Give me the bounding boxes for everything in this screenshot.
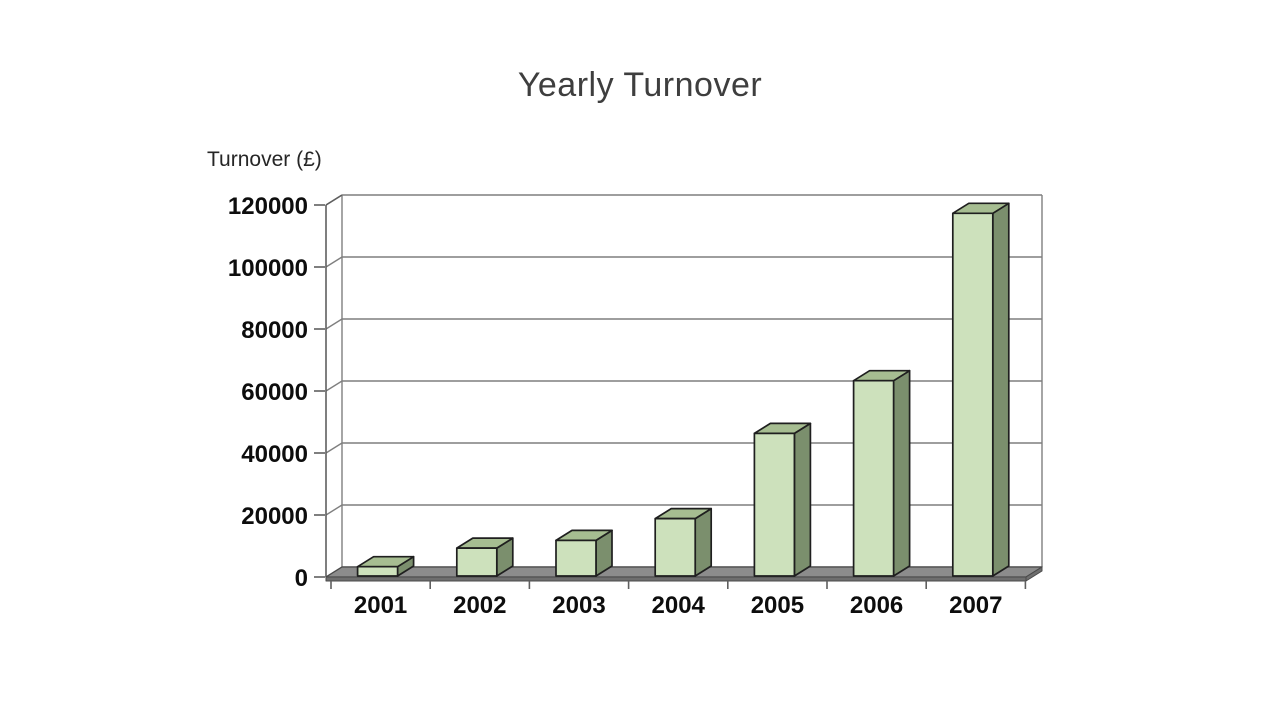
y-axis-title: Turnover (£)	[207, 148, 322, 171]
bar-side-2006	[892, 369, 911, 577]
y-tick-label-0: 0	[295, 565, 308, 592]
gridline-connector-80000	[325, 318, 343, 330]
x-label-2007: 2007	[949, 592, 1002, 619]
chart-title: Yearly Turnover	[517, 66, 763, 104]
bar-2004	[654, 517, 697, 577]
y-tick-label-20000: 20000	[241, 503, 308, 530]
bar-side-2005	[793, 422, 812, 577]
bar-2003	[555, 539, 597, 577]
bar-2002	[455, 547, 498, 577]
y-tick-label-120000: 120000	[228, 193, 308, 220]
x-label-2006: 2006	[850, 592, 903, 619]
x-label-2004: 2004	[652, 592, 706, 619]
y-tick-label-40000: 40000	[241, 441, 308, 468]
bar-2006	[852, 379, 895, 577]
gridline-connector-60000	[325, 380, 343, 392]
x-label-2005: 2005	[751, 592, 804, 619]
y-axis-top-connector	[325, 194, 343, 206]
x-label-2002: 2002	[453, 592, 506, 619]
gridline-connector-20000	[325, 504, 343, 516]
bar-side-2007	[991, 202, 1010, 577]
y-tick-label-80000: 80000	[241, 317, 308, 344]
floor-front-face	[325, 576, 1027, 582]
x-label-2001: 2001	[354, 592, 407, 619]
bar-2005	[753, 432, 796, 577]
y-tick-label-60000: 60000	[241, 379, 308, 406]
floor-right-face	[1025, 566, 1043, 582]
bar-side-2004	[694, 507, 713, 577]
x-label-2003: 2003	[552, 592, 605, 619]
y-tick-label-100000: 100000	[228, 255, 308, 282]
bar-2001	[356, 565, 399, 577]
gridline-connector-100000	[325, 256, 343, 268]
gridline-connector-40000	[325, 442, 343, 454]
bar-2007	[951, 212, 994, 577]
